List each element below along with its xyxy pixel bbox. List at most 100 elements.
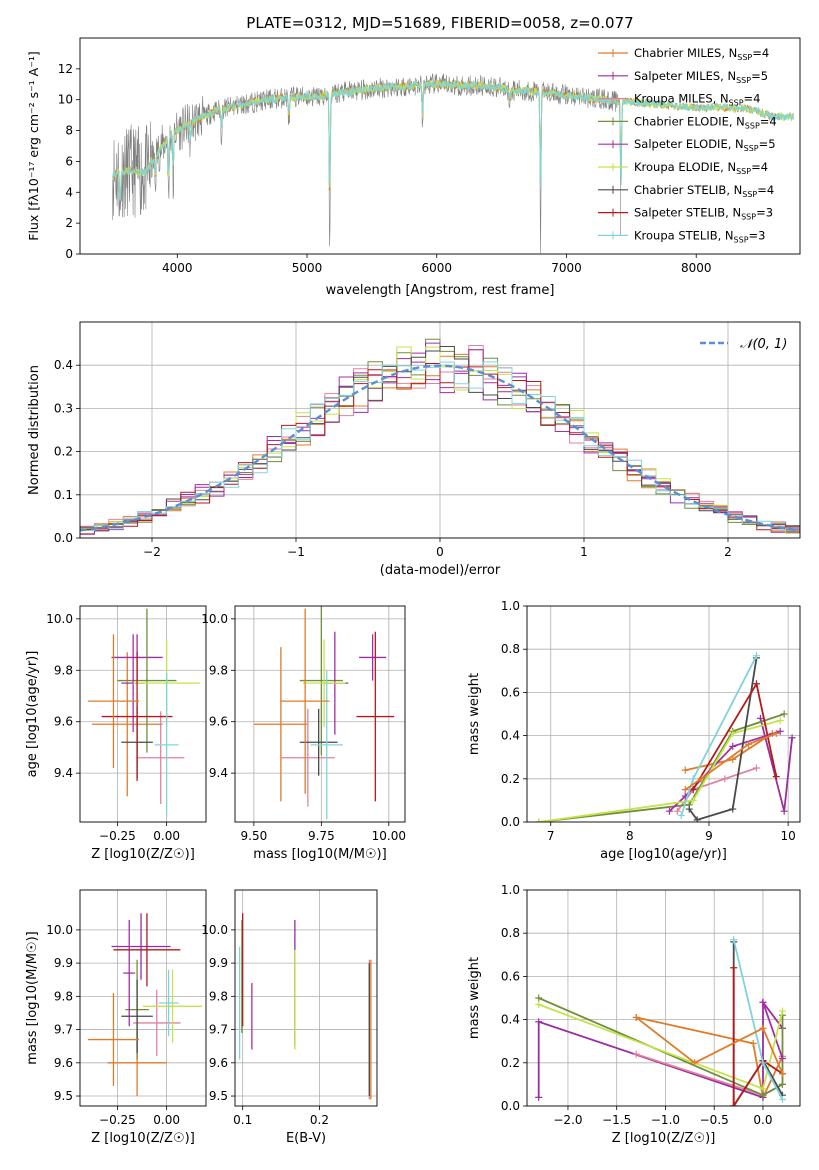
x-tick-label: 0.2: [310, 1113, 329, 1127]
legend-subscript: SSP: [736, 167, 751, 176]
weight-point-marker: [730, 1102, 738, 1106]
residual-histogram-plot-area: [80, 322, 800, 538]
weight-point-marker: [778, 1070, 786, 1078]
axes-frame: [234, 605, 406, 823]
axes-frame: [79, 321, 801, 539]
legend-main: Chabrier STELIB, N: [634, 183, 742, 197]
y-tick-label: 9.4: [209, 766, 228, 780]
x-tick-label: 9: [705, 829, 713, 843]
x-tick-label: 6000: [421, 261, 452, 275]
weight-point-marker: [677, 812, 685, 820]
mass-vs-ebv-axes: 0.1 0.2 9.5 9.6 9.7 9.8 9.9 10.0 E(B-V): [201, 889, 378, 1146]
y-tick-label: 0.0: [54, 531, 73, 545]
x-tick-label: −0.5: [700, 1113, 729, 1127]
y-tick-label: 9.5: [209, 1089, 228, 1103]
weight-point-marker: [772, 729, 780, 737]
weight-point-marker: [778, 1080, 786, 1088]
y-axis-label: mass weight: [467, 673, 482, 755]
weight-series-line: [538, 719, 781, 822]
age-vs-Z-plot-area: [80, 606, 206, 822]
y-tick-label: 9.4: [54, 766, 73, 780]
weight-point-marker: [729, 805, 737, 813]
legend-entry: Kroupa MILES, NSSP=4: [634, 92, 760, 108]
weight-point-marker: [756, 714, 764, 722]
x-tick-label: 9.50: [241, 829, 268, 843]
legend-subscript: SSP: [736, 76, 751, 85]
legend-entry: Salpeter ELODIE, NSSP=5: [634, 137, 776, 153]
residual-histogram-axes: −2 −1 0 1 2 0.0 0.1 0.2 0.3 0.4 (data-model)/error…: [27, 321, 801, 578]
y-tick-label: 0.2: [54, 445, 73, 459]
weight-point-marker: [721, 775, 729, 783]
legend-main: Chabrier ELODIE, N: [634, 114, 745, 128]
weight-point-marker: [689, 786, 697, 794]
x-tick-label: 0.1: [233, 1113, 252, 1127]
y-tick-label: 9.6: [54, 715, 73, 729]
weight-series-line: [732, 967, 783, 1106]
weight-point-marker: [752, 764, 760, 772]
weight-point-marker: [776, 727, 784, 735]
weight-point-marker: [780, 710, 788, 718]
axes-frame: [526, 605, 801, 823]
weight-point-marker: [752, 680, 760, 688]
weight-point-marker: [681, 786, 689, 794]
weight-series-line: [676, 767, 757, 812]
y-tick-label: 9.8: [54, 663, 73, 677]
legend-subscript: SSP: [741, 213, 756, 222]
mass-vs-Z-plot-area: [80, 890, 206, 1106]
y-axis-label: age [log10(age/yr)]: [25, 651, 40, 778]
y-tick-label: 9.7: [209, 1023, 228, 1037]
y-tick-label: 0: [65, 247, 73, 261]
y-tick-label: 10.0: [46, 612, 73, 626]
legend-tail: =4: [744, 92, 761, 106]
weight-series-line: [762, 1002, 784, 1059]
y-tick-label: 10.0: [46, 923, 73, 937]
x-tick-label: −2: [143, 545, 161, 559]
legend-entry: Kroupa STELIB, NSSP=3: [634, 228, 765, 244]
x-tick-label: −0.25: [99, 1113, 136, 1127]
weight-point-marker: [673, 807, 681, 815]
x-tick-label: −1.0: [651, 1113, 680, 1127]
x-axis-label: (data-model)/error: [380, 563, 501, 578]
weight-series-line: [688, 657, 758, 821]
weight-point-marker: [752, 652, 760, 660]
y-tick-label: 0.3: [54, 401, 73, 415]
legend-main: Salpeter MILES, N: [634, 69, 736, 83]
weight-point-marker: [759, 1059, 767, 1067]
y-tick-label: 0.2: [501, 1056, 520, 1070]
weight-series-line: [538, 1003, 784, 1090]
weight-vs-Z-axes: −2.0 −1.5 −1.0 −0.5 0.0 0.0 0.2 0.4 0.6 0.8 1.0 Z […: [467, 883, 801, 1146]
weight-point-marker: [665, 807, 673, 815]
weight-point-marker: [535, 1093, 543, 1101]
weight-point-marker: [749, 1039, 757, 1047]
weight-point-marker: [776, 716, 784, 724]
y-tick-label: 12: [58, 62, 73, 76]
legend-main: Kroupa MILES, N: [634, 92, 729, 106]
legend-subscript: SSP: [737, 53, 752, 62]
x-tick-label: −0.25: [99, 829, 136, 843]
x-axis-label: wavelength [Angstrom, rest frame]: [326, 283, 555, 298]
y-tick-label: 0.6: [501, 685, 520, 699]
weight-point-marker: [788, 734, 796, 742]
y-tick-label: 0.1: [54, 488, 73, 502]
legend-entry: Chabrier MILES, NSSP=4: [634, 46, 769, 62]
y-tick-label: 9.8: [54, 989, 73, 1003]
weight-point-marker: [730, 936, 738, 944]
y-axis-label: Flux [fλ10⁻¹⁷ erg cm⁻² s⁻¹ A⁻¹]: [26, 51, 41, 240]
legend-main: Salpeter ELODIE, N: [634, 137, 744, 151]
weight-point-marker: [780, 807, 788, 815]
x-tick-label: 9.75: [308, 829, 335, 843]
weight-point-marker: [697, 775, 705, 783]
age-vs-mass-plot-area: [235, 606, 405, 822]
axes-frame: [79, 37, 801, 255]
weight-series-line: [684, 732, 777, 791]
y-tick-label: 4: [65, 185, 73, 199]
weight-point-marker: [729, 742, 737, 750]
axes-frame: [234, 889, 378, 1107]
x-axis-label: age [log10(age/yr)]: [600, 847, 727, 862]
legend-tail: =4: [757, 183, 774, 197]
weight-point-marker: [632, 1013, 640, 1021]
y-tick-label: 9.9: [54, 956, 73, 970]
x-tick-label: 7: [547, 829, 555, 843]
legend-main: Salpeter STELIB, N: [634, 206, 741, 220]
weight-point-marker: [535, 994, 543, 1002]
